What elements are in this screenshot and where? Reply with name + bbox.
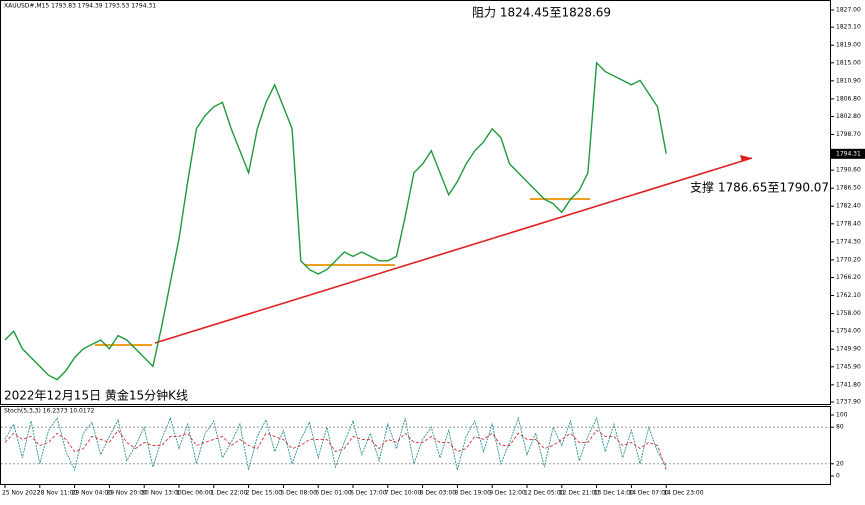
x-tick-label: 28 Nov 11:00	[37, 490, 78, 497]
y-tick-label: 1741.80	[836, 381, 861, 388]
y-tick-label: 1823.10	[836, 24, 861, 31]
series-line	[4, 61, 667, 381]
y-tick-label: 1758.00	[836, 310, 861, 317]
x-tick-label: 12 Dec 05:00	[524, 490, 565, 497]
x-tick-label: 1 Dec 06:00	[176, 490, 213, 497]
y-tick-label: 1815.00	[836, 59, 861, 66]
annotation: 支撑 1786.65至1790.07	[690, 180, 829, 195]
stoch-header: Stoch(5,3,3) 16.2373 10.0172	[4, 408, 95, 415]
y-tick-label: 1782.40	[836, 203, 861, 210]
x-tick-label: 8 Dec 19:00	[454, 490, 491, 497]
price-box	[831, 148, 865, 159]
trend-line	[154, 157, 753, 344]
x-tick-label: 6 Dec 17:00	[350, 490, 387, 497]
x-tick-label: 5 Dec 08:00	[280, 490, 317, 497]
y-tick-label: 1778.40	[836, 220, 861, 227]
series-line	[4, 429, 667, 471]
y-tick-label: 1770.20	[836, 256, 861, 263]
y-tick-label: 1810.90	[836, 77, 861, 84]
y-tick-label: 20	[836, 460, 844, 467]
x-tick-label: 6 Dec 01:00	[315, 490, 352, 497]
x-tick-label: 8 Dec 03:00	[420, 490, 457, 497]
stoch-panel	[0, 406, 831, 485]
annotation: 2022年12月15日 黄金15分钟K线	[4, 388, 188, 403]
y-tick-label: 1754.00	[836, 328, 861, 335]
y-tick-label: 1798.70	[836, 131, 861, 138]
x-tick-label: 12 Dec 21:00	[559, 490, 600, 497]
x-tick-label: 29 Nov 04:00	[72, 490, 113, 497]
y-tick-label: 1790.60	[836, 167, 861, 174]
y-tick-label: 1806.80	[836, 95, 861, 102]
y-tick-label: 1745.90	[836, 363, 861, 370]
x-tick-label: 25 Nov 2022	[2, 490, 41, 497]
x-tick-label: 29 Nov 20:00	[106, 490, 147, 497]
y-tick-label: 1766.20	[836, 274, 861, 281]
x-tick-label: 13 Dec 14:00	[594, 490, 635, 497]
y-tick-label: 1762.10	[836, 292, 861, 299]
annotation: 阻力 1824.45至1828.69	[472, 6, 611, 20]
y-tick-label: 1774.30	[836, 238, 861, 245]
x-tick-label: 30 Nov 13:00	[141, 490, 182, 497]
main-panel	[0, 0, 831, 405]
chart-header: XAUUSD#,M15 1793.83 1794.39 1793.53 1794…	[4, 3, 156, 10]
price-label: 1794.31	[836, 150, 861, 157]
x-tick-label: 2 Dec 15:00	[246, 490, 283, 497]
x-tick-label: 1 Dec 22:00	[211, 490, 248, 497]
x-tick-label: 14 Dec 07:00	[628, 490, 669, 497]
y-tick-label: 1749.90	[836, 346, 861, 353]
x-tick-label: 7 Dec 10:00	[385, 490, 422, 497]
y-tick-label: 1827.00	[836, 7, 861, 14]
y-tick-label: 1819.00	[836, 42, 861, 49]
x-tick-label: 9 Dec 12:00	[489, 490, 526, 497]
y-tick-label: 0	[836, 473, 840, 480]
trend-arrow	[740, 155, 752, 162]
y-tick-label: 1786.50	[836, 185, 861, 192]
y-tick-label: 1802.80	[836, 113, 861, 120]
series-line	[4, 416, 667, 472]
y-tick-label: 80	[836, 424, 844, 431]
y-tick-label: 1737.90	[836, 399, 861, 406]
y-tick-label: 100	[836, 412, 848, 419]
x-tick-label: 14 Dec 23:00	[663, 490, 704, 497]
